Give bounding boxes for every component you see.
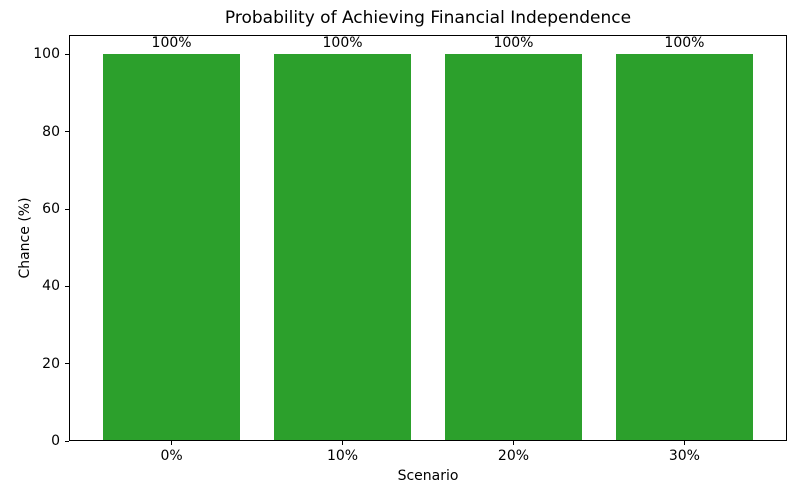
y-tick-mark [65,208,69,210]
bar [616,54,753,440]
y-tick-label: 40 [42,278,60,295]
bar [103,54,240,440]
chart-title: Probability of Achieving Financial Indep… [224,8,632,28]
x-tick-mark [512,441,514,445]
x-axis-label: Scenario [397,468,459,484]
x-tick-label: 30% [668,448,700,464]
y-tick-mark [65,53,69,55]
y-tick-mark [65,285,69,287]
y-tick-label: 100 [33,46,60,63]
bar-value-label: 100% [664,35,705,52]
y-tick-label: 80 [42,123,60,140]
y-tick-mark [65,131,69,133]
x-tick-label: 0% [160,448,183,464]
bar-value-label: 100% [151,35,192,52]
bar-value-label: 100% [322,35,363,52]
x-tick-mark [342,441,344,445]
bar-value-label: 100% [493,35,534,52]
y-tick-mark [65,440,69,442]
x-tick-label: 20% [497,448,530,464]
bar [274,54,411,440]
y-tick-label: 60 [42,201,60,217]
x-tick-mark [683,441,685,445]
bar [445,54,582,440]
y-tick-label: 20 [42,355,60,372]
x-tick-label: 10% [326,448,359,464]
y-tick-label: 0 [51,433,60,449]
x-tick-mark [171,441,173,445]
y-tick-mark [65,363,69,365]
